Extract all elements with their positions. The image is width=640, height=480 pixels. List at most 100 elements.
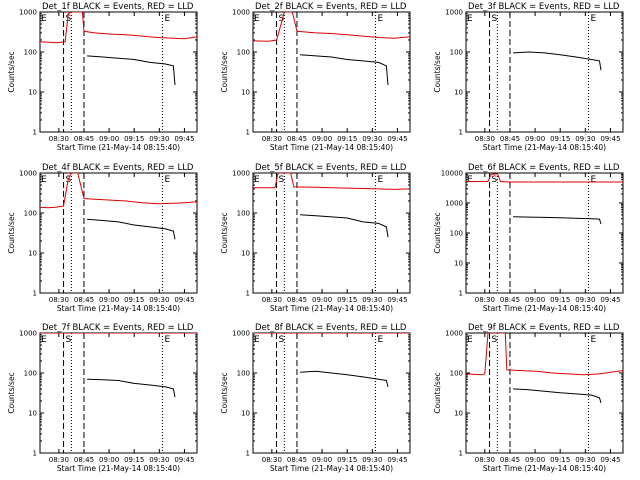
y-tick-label: 1 [459, 450, 463, 458]
y-tick-label: 10 [454, 260, 463, 268]
x-tick-label: 08:45 [287, 456, 307, 464]
series-events-line [300, 214, 389, 238]
y-tick-label: 10000 [441, 170, 463, 178]
x-tick-label: 09:00 [99, 296, 119, 304]
y-tick-label: 10 [241, 410, 250, 418]
x-tick-label: 08:30 [475, 135, 495, 143]
x-tick-label: 08:30 [475, 296, 495, 304]
marker-S: S [492, 175, 498, 185]
series-lld-line [253, 12, 410, 42]
x-tick-label: 09:00 [99, 456, 119, 464]
series-lld-line [253, 173, 410, 190]
y-tick-label: 1000 [232, 170, 250, 178]
x-tick-label: 08:30 [49, 296, 69, 304]
panel-8: Det_8f BLACK = Events, RED = LLD 1 10 100 10… [220, 323, 411, 473]
panel-title: Det_5f BLACK = Events, RED = LLD [255, 163, 407, 173]
x-tick-label: 08:45 [74, 456, 94, 464]
x-tick-label: 09:00 [525, 135, 545, 143]
x-tick-label: 09:00 [525, 456, 545, 464]
series-lld-line [40, 173, 197, 209]
x-tick-label: 09:00 [312, 456, 332, 464]
plot-frame [252, 172, 411, 294]
y-axis-label: Counts/sec [433, 212, 442, 253]
series-lld-line [40, 12, 197, 44]
y-tick-label: 1 [246, 129, 250, 137]
x-tick-label: 08:45 [74, 135, 94, 143]
y-tick-label: 1000 [232, 9, 250, 17]
y-tick-label: 10 [28, 250, 37, 258]
x-tick-label: 08:30 [49, 456, 69, 464]
y-tick-label: 10 [454, 89, 463, 97]
series-lld-line [466, 333, 623, 376]
x-tick-label: 08:30 [475, 456, 495, 464]
y-axis-label: Counts/sec [220, 372, 229, 413]
y-tick-label: 100 [237, 370, 250, 378]
series-events-line [87, 55, 176, 86]
panel-9: Det_9f BLACK = Events, RED = LLD 1 10 100 10… [433, 323, 624, 473]
y-tick-label: 100 [450, 230, 463, 238]
plot-frame [39, 11, 198, 133]
x-tick-label: 09:00 [99, 135, 119, 143]
x-tick-label: 09:45 [174, 296, 194, 304]
x-tick-label: 09:15 [550, 135, 570, 143]
x-tick-label: 09:15 [337, 135, 357, 143]
marker-E-start: E [41, 175, 47, 185]
x-tick-label: 09:45 [600, 296, 620, 304]
x-axis-label: Start Time (21-May-14 08:15:40) [57, 464, 180, 473]
x-axis-label: Start Time (21-May-14 08:15:40) [483, 464, 606, 473]
panel-3: Det_3f BLACK = Events, RED = LLD 1 10 100 10… [433, 2, 624, 152]
y-tick-label: 1000 [445, 200, 463, 208]
panel-title: Det_1f BLACK = Events, RED = LLD [42, 2, 194, 12]
marker-E-start: E [41, 14, 47, 24]
y-tick-label: 100 [24, 370, 37, 378]
marker-E-start: E [254, 175, 260, 185]
panel-5: Det_5f BLACK = Events, RED = LLD 1 10 100 10… [220, 163, 411, 313]
y-tick-label: 1000 [19, 9, 37, 17]
series-events-line [513, 51, 602, 71]
y-tick-label: 10 [241, 89, 250, 97]
marker-E-end: E [377, 175, 383, 185]
series-events-line [300, 54, 389, 86]
x-tick-label: 09:45 [600, 135, 620, 143]
y-axis-label: Counts/sec [7, 212, 16, 253]
x-tick-label: 09:45 [387, 296, 407, 304]
x-tick-label: 09:30 [575, 456, 595, 464]
panel-1: Det_1f BLACK = Events, RED = LLD 1 10 100 10… [7, 2, 198, 152]
panel-2: Det_2f BLACK = Events, RED = LLD 1 10 100 10… [220, 2, 411, 152]
y-tick-label: 1 [459, 129, 463, 137]
series-events-line [300, 370, 389, 388]
plot-frame [465, 11, 624, 133]
marker-S: S [492, 335, 498, 345]
plot-frame [39, 172, 198, 294]
x-tick-label: 08:30 [49, 135, 69, 143]
x-axis-label: Start Time (21-May-14 08:15:40) [483, 304, 606, 313]
marker-E-start: E [254, 14, 260, 24]
y-tick-label: 100 [237, 210, 250, 218]
marker-E-end: E [164, 175, 170, 185]
x-tick-label: 09:15 [124, 296, 144, 304]
y-tick-label: 1 [33, 129, 37, 137]
x-axis-label: Start Time (21-May-14 08:15:40) [270, 143, 393, 152]
marker-E-start: E [467, 335, 473, 345]
panel-title: Det_8f BLACK = Events, RED = LLD [255, 323, 407, 333]
panel-title: Det_9f BLACK = Events, RED = LLD [468, 323, 620, 333]
y-axis-label: Counts/sec [433, 372, 442, 413]
marker-S: S [492, 14, 498, 24]
marker-S: S [66, 335, 72, 345]
y-tick-label: 100 [450, 370, 463, 378]
x-tick-label: 09:15 [124, 135, 144, 143]
x-tick-label: 09:30 [362, 135, 382, 143]
x-tick-label: 09:30 [362, 456, 382, 464]
series-events-line [87, 378, 176, 398]
series-events-line [87, 218, 176, 240]
marker-E-end: E [377, 14, 383, 24]
series-events-line [513, 388, 602, 403]
marker-S: S [279, 335, 285, 345]
x-tick-label: 08:45 [74, 296, 94, 304]
x-tick-label: 09:30 [575, 296, 595, 304]
y-tick-label: 10 [28, 89, 37, 97]
y-axis-label: Counts/sec [220, 51, 229, 92]
x-tick-label: 09:45 [387, 135, 407, 143]
x-tick-label: 09:45 [174, 456, 194, 464]
